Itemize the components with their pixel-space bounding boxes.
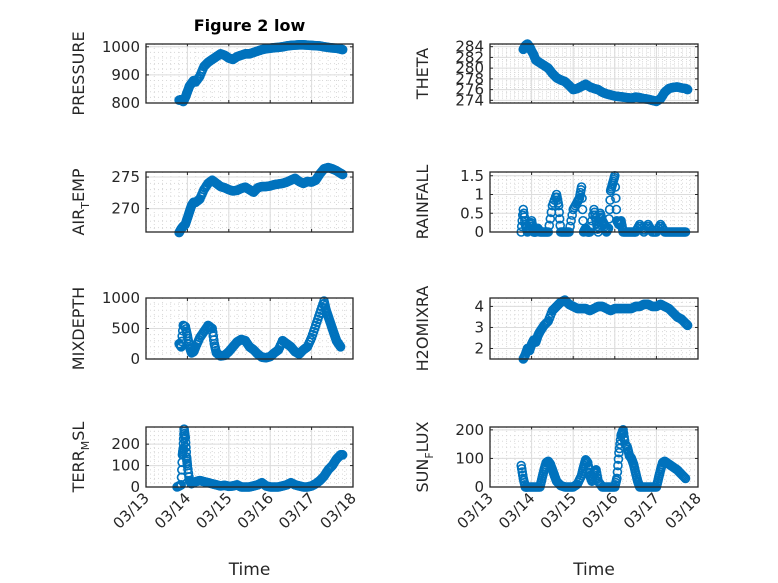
y-axis-label: THETA	[413, 48, 432, 100]
data-point	[612, 467, 623, 477]
y-tick-label: 280	[455, 59, 484, 77]
y-tick-label: 200	[455, 421, 484, 439]
data-point	[678, 471, 689, 482]
y-tick-label: 274	[455, 91, 484, 109]
data-point	[337, 44, 348, 55]
data-point	[613, 454, 624, 464]
x-tick-label: 03/14	[495, 489, 538, 532]
y-axis-label: AIRTEMP	[69, 168, 92, 235]
x-tick-label: 03/16	[234, 489, 277, 532]
x-tick-label: 03/15	[537, 489, 580, 532]
data-point	[679, 472, 690, 483]
data-point	[180, 437, 191, 448]
axes-5: 2 3 4 H2OMIXRA	[413, 286, 699, 372]
y-tick-label: 100	[111, 457, 140, 475]
axes-box	[145, 171, 354, 233]
data-point	[181, 442, 191, 453]
y-tick-label: 900	[111, 66, 140, 84]
x-tick-label: 03/18	[317, 489, 360, 532]
data-point	[611, 193, 621, 204]
x-tick-label: 03/15	[192, 489, 235, 532]
axes-0: 800 900 1000 PRESSURE	[69, 31, 354, 116]
y-tick-label: 1000	[102, 289, 140, 307]
axes-6: 010020003/1303/1403/1503/1603/1703/18TER…	[69, 422, 360, 533]
axes-box	[489, 171, 699, 233]
data-point	[180, 432, 191, 443]
data-point	[544, 220, 555, 231]
data-point	[577, 193, 587, 204]
data-point	[576, 182, 587, 192]
x-tick-label: 03/17	[275, 489, 318, 532]
y-tick-label: 1	[474, 186, 484, 204]
y-tick-label: 0	[130, 350, 140, 368]
x-axis-label-left: Time	[228, 560, 271, 580]
y-tick-label: 0	[130, 478, 140, 496]
data-point	[611, 204, 622, 215]
data-point	[181, 447, 192, 457]
data-point	[605, 195, 615, 205]
axes-3: 00.511.5 RAINFALL	[413, 165, 699, 241]
data-point	[337, 169, 348, 180]
data-point	[577, 204, 588, 215]
axes-4: 0 500 1000 MIXDEPTH	[69, 287, 354, 370]
axes-box	[489, 43, 699, 104]
y-tick-label: 100	[455, 449, 484, 467]
y-tick-label: 2	[474, 339, 484, 357]
data-point	[682, 320, 693, 331]
data-point	[566, 215, 576, 226]
x-tick-label: 03/17	[620, 489, 663, 532]
plot-area	[146, 172, 353, 232]
data-point	[682, 84, 693, 95]
data-point	[613, 460, 623, 471]
y-tick-label: 0.5	[460, 204, 484, 222]
data-point	[554, 214, 565, 224]
x-tick-label: 03/18	[662, 489, 705, 532]
y-axis-label: TERRMSL	[69, 422, 92, 494]
y-tick-label: 4	[474, 297, 484, 315]
x-axis-label-right: Time	[572, 560, 615, 580]
y-tick-label: 282	[455, 48, 484, 66]
y-tick-label: 276	[455, 81, 484, 99]
y-tick-label: 0	[474, 223, 484, 241]
axes-box	[489, 426, 699, 488]
data-point	[541, 318, 551, 329]
data-point	[545, 214, 556, 224]
y-tick-label: 1000	[102, 38, 140, 56]
x-tick-label: 03/14	[151, 489, 194, 532]
y-axis-label: H2OMIXRA	[413, 286, 432, 372]
y-tick-label: 500	[111, 320, 140, 338]
x-tick-label: 03/16	[578, 489, 621, 532]
y-tick-label: 278	[455, 70, 484, 88]
data-point	[553, 200, 564, 211]
data-point	[554, 207, 564, 218]
data-point	[680, 473, 691, 484]
data-point	[612, 473, 622, 484]
y-tick-label: 284	[455, 38, 484, 56]
data-point	[335, 341, 346, 352]
y-tick-label: 275	[111, 168, 140, 186]
y-axis-label: PRESSURE	[69, 31, 88, 115]
data-point	[565, 221, 575, 232]
axes-box	[489, 297, 699, 360]
figure-title: Figure 2 low	[194, 16, 306, 35]
y-tick-label: 800	[111, 94, 140, 112]
axes-box	[145, 426, 354, 488]
axes-box	[145, 43, 354, 104]
y-axis-label: RAINFALL	[413, 165, 432, 240]
y-tick-label: 0	[474, 478, 484, 496]
y-tick-label: 1.5	[460, 167, 484, 185]
y-tick-label: 270	[111, 200, 140, 218]
y-axis-label: MIXDEPTH	[69, 287, 88, 370]
y-tick-label: 3	[474, 318, 484, 336]
data-point	[604, 204, 615, 215]
data-point	[610, 182, 621, 192]
y-tick-label: 200	[111, 435, 140, 453]
axes-box	[145, 297, 354, 360]
axes-2: 270 275 AIRTEMP	[69, 162, 354, 238]
y-axis-label: SUNFLUX	[413, 421, 436, 492]
data-point	[337, 450, 348, 460]
axes-7: 010020003/1303/1403/1503/1603/1703/18SUN…	[413, 421, 705, 533]
